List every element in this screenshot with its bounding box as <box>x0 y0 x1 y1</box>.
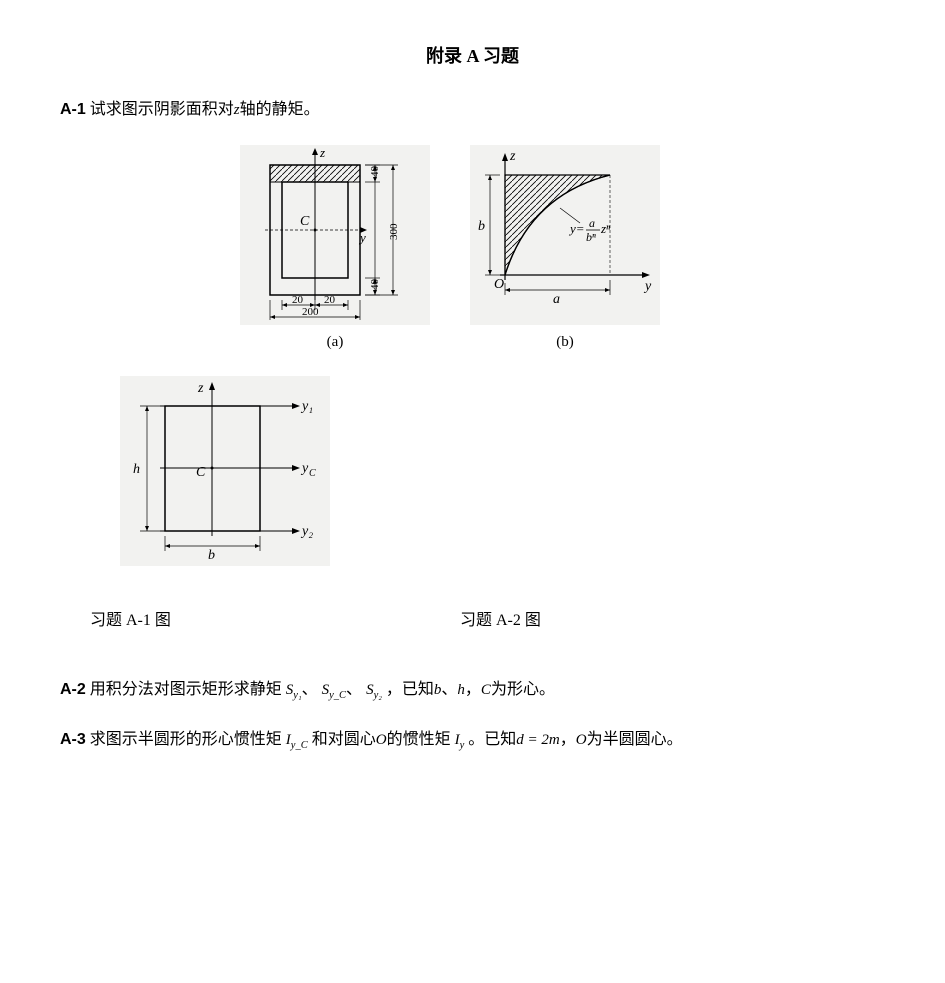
label-b: b <box>208 548 215 563</box>
text: ，已知 <box>386 681 434 698</box>
syc: Sy_C <box>322 682 346 698</box>
subcaption-b: (b) <box>470 329 660 356</box>
text: 用积分法对图示矩形求静矩 <box>86 681 282 698</box>
sep: 、 <box>302 681 318 698</box>
label-c: C <box>300 214 310 229</box>
figure-row-1: z y C 20 20 200 <box>240 145 885 356</box>
text: 。已知 <box>468 731 516 748</box>
label-y: y <box>643 279 652 294</box>
text: 为形心。 <box>491 681 555 698</box>
caption-a1: 习题 A-1 图 <box>90 607 460 636</box>
problem-text: 试求图示阴影面积对 <box>86 101 234 118</box>
text: 为半圆圆心。 <box>587 731 683 748</box>
figure-a1a: z y C 20 20 200 <box>240 145 430 356</box>
dim-20a: 20 <box>292 294 304 306</box>
formula-tail: zⁿ <box>600 221 611 236</box>
figure-a1b: z y O b a y= a bⁿ zⁿ <box>470 145 660 356</box>
text: 和对圆心 <box>312 731 376 748</box>
label-c: C <box>196 465 206 480</box>
label-z: z <box>197 381 204 396</box>
label-z: z <box>509 149 516 164</box>
problem-a1: A-1 试求图示阴影面积对z轴的静矩。 <box>60 96 885 125</box>
subcaption-a: (a) <box>240 329 430 356</box>
caption-a2: 习题 A-2 图 <box>460 607 541 636</box>
var-c: C <box>481 682 491 698</box>
text: ， <box>560 731 576 748</box>
problem-a2: A-2 用积分法对图示矩形求静矩 Sy₁、 Sy_C、 Sy₂ ，已知b、h，C… <box>60 676 885 706</box>
eq-d: d = 2m <box>516 732 559 748</box>
sep: 、 <box>346 681 362 698</box>
dim-200: 200 <box>302 306 319 318</box>
var-h: h <box>457 682 465 698</box>
label-b: b <box>478 219 485 234</box>
var-o: O <box>376 732 387 748</box>
dim-40b: 40 <box>369 279 381 291</box>
dim-40a: 40 <box>369 166 381 178</box>
label-yc: y <box>300 461 309 476</box>
sep: 、 <box>441 681 457 698</box>
figure-a2: z y₁ y C y₂ C h b <box>120 376 885 577</box>
sy1: Sy₁ <box>286 682 302 698</box>
problem-text: 轴的静矩。 <box>240 101 320 118</box>
iyc: Iy_C <box>286 732 308 748</box>
label-y1: y₁ <box>300 399 313 414</box>
formula-den: bⁿ <box>586 230 596 244</box>
dim-20b: 20 <box>324 294 336 306</box>
problem-a3: A-3 求图示半圆形的形心惯性矩 Iy_C 和对圆心O的惯性矩 Iy 。已知d … <box>60 726 885 756</box>
problem-number: A-2 <box>60 681 86 698</box>
sy2: Sy₂ <box>366 682 382 698</box>
formula-num: a <box>589 216 595 230</box>
var-o2: O <box>576 732 587 748</box>
formula: y= <box>568 221 585 236</box>
label-a: a <box>553 292 560 307</box>
label-o: O <box>494 277 504 292</box>
label-yc-sub: C <box>309 468 316 479</box>
label-h: h <box>133 462 140 477</box>
text: 求图示半圆形的形心惯性矩 <box>86 731 282 748</box>
problem-number: A-3 <box>60 731 86 748</box>
caption-row: 习题 A-1 图 习题 A-2 图 <box>90 607 885 636</box>
page-title: 附录 A 习题 <box>60 40 885 72</box>
text: 的惯性矩 <box>387 731 451 748</box>
problem-number: A-1 <box>60 101 86 118</box>
iy: Iy <box>455 732 465 748</box>
dim-300: 300 <box>388 223 400 240</box>
label-y: y <box>358 230 366 245</box>
label-z: z <box>319 145 325 160</box>
text: ， <box>465 681 481 698</box>
label-y2: y₂ <box>300 524 313 539</box>
